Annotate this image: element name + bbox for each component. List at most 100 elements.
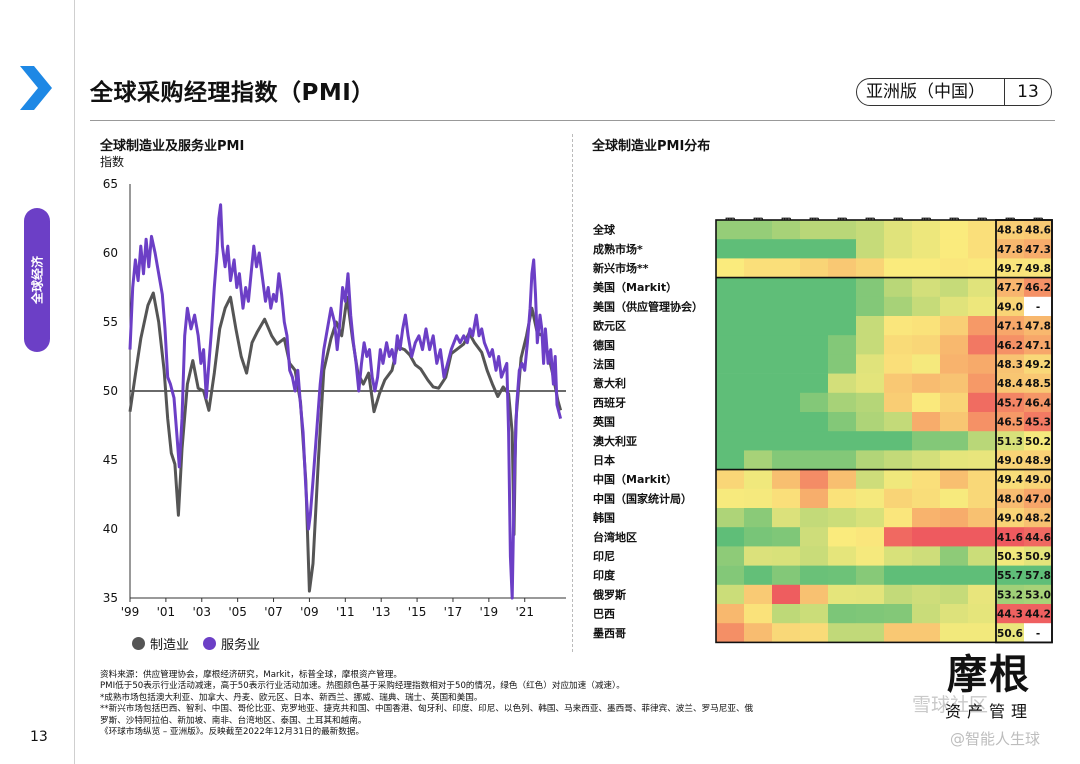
cell-value-label: 47.0 bbox=[1025, 493, 1051, 505]
heatmap-cell bbox=[716, 508, 745, 528]
cell-value-label: 49.4 bbox=[997, 474, 1023, 486]
heatmap-cell bbox=[884, 392, 913, 413]
heatmap-cell bbox=[828, 546, 857, 566]
heatmap-cell bbox=[800, 584, 829, 605]
x-tick-label: '19 bbox=[480, 605, 499, 619]
heatmap-cell bbox=[968, 316, 997, 336]
row-label: 韩国 bbox=[593, 511, 615, 525]
heatmap-cell bbox=[744, 431, 773, 451]
heatmap-cell bbox=[772, 584, 801, 605]
heatmap-cell bbox=[828, 412, 857, 432]
heatmap-cell bbox=[912, 373, 941, 394]
heatmap-cell bbox=[772, 335, 801, 355]
heatmap-cell bbox=[968, 623, 997, 643]
heatmap-cell bbox=[744, 508, 773, 528]
heatmap-cell bbox=[1024, 354, 1053, 374]
heatmap-cell bbox=[996, 258, 1025, 278]
legend-item-services: 服务业 bbox=[203, 634, 260, 653]
pmi-heatmap: 22年1月22年2月22年3月22年4月22年5月22年6月22年7月22年8月… bbox=[592, 216, 1053, 644]
heatmap-cell bbox=[772, 373, 801, 394]
heatmap-cell bbox=[856, 220, 885, 240]
left-rule bbox=[74, 0, 75, 764]
heatmap-cell bbox=[856, 488, 885, 509]
cell-value-label: 47.8 bbox=[1025, 321, 1051, 333]
heatmap-cell bbox=[744, 565, 773, 586]
heatmap-cell bbox=[716, 392, 745, 413]
heatmap-cell bbox=[996, 412, 1025, 432]
row-label: 西班牙 bbox=[593, 395, 626, 409]
heatmap-cell bbox=[940, 604, 969, 624]
y-tick-label: 50 bbox=[103, 384, 118, 398]
heatmap-cell bbox=[1024, 450, 1053, 470]
heatmap-cell bbox=[800, 277, 829, 298]
heatmap-cell bbox=[912, 546, 941, 566]
heatmap-cell bbox=[856, 335, 885, 355]
heatmap-cell bbox=[716, 546, 745, 566]
heatmap-cell bbox=[800, 296, 829, 317]
footnotes: 资料来源：供应管理协会，摩根经济研究，Markit，标普全球，摩根资产管理。 P… bbox=[100, 670, 890, 738]
heatmap-cell bbox=[800, 508, 829, 528]
heatmap-cell bbox=[716, 316, 745, 336]
heatmap-cell bbox=[1024, 335, 1053, 355]
heatmap-cell bbox=[1024, 296, 1053, 317]
heatmap-cell bbox=[996, 488, 1025, 509]
y-tick-label: 35 bbox=[103, 591, 118, 605]
row-label: 德国 bbox=[592, 338, 615, 352]
heatmap-cell bbox=[940, 584, 969, 605]
heatmap-cell bbox=[996, 277, 1025, 298]
panel-divider bbox=[572, 134, 573, 652]
header-rule bbox=[90, 120, 1055, 121]
heatmap-cell bbox=[884, 335, 913, 355]
heatmap-cell bbox=[996, 431, 1025, 451]
heatmap-cell bbox=[1024, 277, 1053, 298]
cell-value-label: 51.3 bbox=[997, 436, 1023, 448]
heatmap-cell bbox=[1024, 488, 1053, 509]
row-label: 俄罗斯 bbox=[592, 587, 626, 601]
heatmap-cell bbox=[744, 220, 773, 240]
heatmap-cell bbox=[744, 469, 773, 490]
heatmap-cell bbox=[912, 565, 941, 586]
heatmap-cell bbox=[968, 450, 997, 470]
heatmap-cell bbox=[772, 239, 801, 259]
heatmap-cell bbox=[828, 450, 857, 470]
heatmap-cell bbox=[772, 277, 801, 298]
heatmap-cell bbox=[940, 335, 969, 355]
section-tab[interactable]: 全球经济 bbox=[24, 208, 50, 352]
heatmap-cell bbox=[968, 354, 997, 374]
heatmap-cell bbox=[828, 431, 857, 451]
heatmap-cell bbox=[1024, 258, 1053, 278]
heatmap-cell bbox=[940, 392, 969, 413]
heatmap-cell bbox=[1024, 546, 1053, 566]
heatmap-cell bbox=[800, 373, 829, 394]
cell-value-label: 53.2 bbox=[997, 589, 1023, 601]
heatmap-cell bbox=[772, 296, 801, 317]
heatmap-cell bbox=[968, 546, 997, 566]
cell-value-label: 49.0 bbox=[997, 301, 1023, 313]
heatmap-cell bbox=[772, 220, 801, 240]
heatmap-cell bbox=[1024, 469, 1053, 490]
heatmap-cell bbox=[884, 412, 913, 432]
heatmap-cell bbox=[716, 296, 745, 317]
heatmap-cell bbox=[884, 488, 913, 509]
heatmap-cell bbox=[996, 450, 1025, 470]
row-label: 法国 bbox=[593, 357, 615, 371]
heatmap-cell bbox=[940, 412, 969, 432]
line-chart-legend: 制造业 服务业 bbox=[132, 634, 274, 653]
heatmap-cell bbox=[940, 239, 969, 259]
heatmap-cell bbox=[968, 431, 997, 451]
heatmap-cell bbox=[772, 354, 801, 374]
heatmap-cell bbox=[912, 354, 941, 374]
heatmap-cell bbox=[716, 412, 745, 432]
heatmap-cell bbox=[716, 431, 745, 451]
heatmap-cell bbox=[912, 392, 941, 413]
heatmap-cell bbox=[940, 508, 969, 528]
heatmap-cell bbox=[716, 469, 745, 490]
legend-item-manufacturing: 制造业 bbox=[132, 634, 189, 653]
brand-logo-sub: 资产管理 bbox=[945, 702, 1034, 721]
heatmap-cell bbox=[968, 258, 997, 278]
heatmap-cell bbox=[772, 450, 801, 470]
heatmap-cell bbox=[856, 431, 885, 451]
heatmap-cell bbox=[940, 373, 969, 394]
cell-value-label: 46.4 bbox=[1025, 397, 1051, 409]
heatmap-cell bbox=[968, 412, 997, 432]
